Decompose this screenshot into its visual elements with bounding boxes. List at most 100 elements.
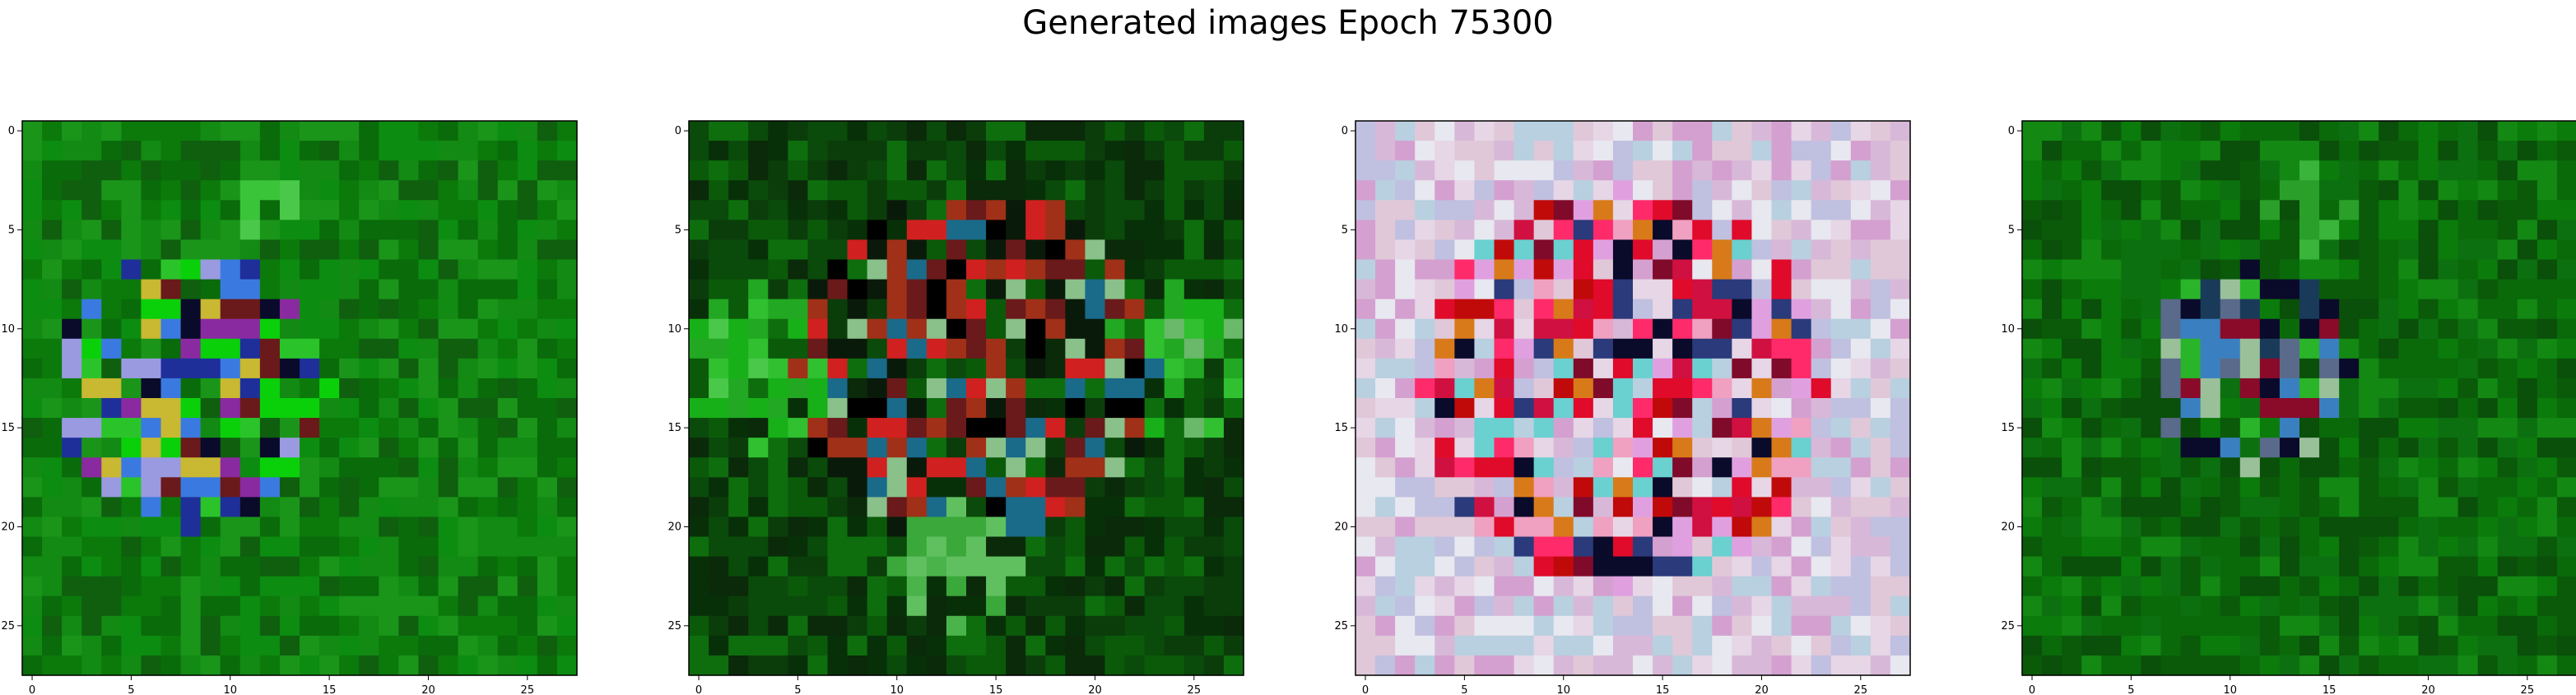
- pixel-cell: [1454, 358, 1476, 379]
- pixel-cell: [1045, 160, 1066, 181]
- pixel-cell: [121, 338, 142, 359]
- pixel-cell: [2517, 398, 2538, 419]
- pixel-cell: [42, 595, 63, 617]
- pixel-cell: [2299, 497, 2320, 518]
- pixel-cell: [1712, 595, 1732, 617]
- pixel-cell: [788, 655, 809, 676]
- pixel-cell: [160, 635, 182, 656]
- pixel-cell: [2220, 378, 2241, 399]
- pixel-cell: [2160, 438, 2182, 458]
- pixel-cell: [966, 576, 987, 597]
- pixel-cell: [2062, 477, 2082, 498]
- pixel-cell: [2022, 338, 2043, 359]
- pixel-cell: [477, 160, 499, 181]
- pixel-cell: [279, 239, 300, 261]
- pixel-cell: [1395, 318, 1416, 340]
- pixel-cell: [2279, 556, 2300, 577]
- pixel-cell: [1375, 358, 1396, 379]
- pixel-cell: [2438, 180, 2459, 201]
- pixel-cell: [689, 141, 709, 161]
- pixel-cell: [1553, 160, 1574, 181]
- pixel-cell: [1395, 556, 1416, 577]
- pixel-cell: [180, 239, 202, 261]
- pixel-cell: [986, 121, 1007, 141]
- pixel-cell: [807, 438, 829, 458]
- pixel-cell: [1751, 160, 1773, 181]
- pixel-cell: [2418, 180, 2439, 201]
- pixel-cell: [1533, 457, 1555, 478]
- pixel-cell: [1065, 655, 1086, 676]
- pixel-cell: [1712, 318, 1732, 340]
- pixel-cell: [2339, 318, 2360, 340]
- pixel-cell: [2141, 635, 2162, 656]
- pixel-cell: [418, 338, 439, 359]
- pixel-cell: [1593, 160, 1614, 181]
- y-tick-label: 5: [2008, 224, 2015, 236]
- pixel-cell: [946, 556, 967, 577]
- pixel-cell: [2101, 457, 2122, 478]
- pixel-cell: [1223, 477, 1244, 498]
- pixel-cell: [200, 200, 221, 220]
- pixel-cell: [1395, 457, 1416, 478]
- pixel-cell: [497, 259, 518, 280]
- pixel-cell: [2141, 615, 2162, 637]
- pixel-cell: [827, 477, 849, 498]
- pixel-cell: [2556, 338, 2576, 359]
- pixel-cell: [1533, 418, 1555, 438]
- pixel-cell: [867, 220, 888, 241]
- pixel-cell: [709, 121, 729, 141]
- pixel-cell: [458, 615, 479, 637]
- pixel-cell: [1612, 121, 1634, 141]
- pixel-cell: [2556, 141, 2576, 161]
- pixel-cell: [2299, 121, 2320, 141]
- pixel-cell: [1375, 477, 1396, 498]
- pixel-cell: [1791, 299, 1812, 320]
- pixel-cell: [2062, 398, 2082, 419]
- pixel-cell: [1692, 220, 1713, 241]
- pixel-cell: [768, 318, 788, 340]
- pixel-cell: [1474, 457, 1495, 478]
- pixel-cell: [398, 576, 420, 597]
- pixel-cell: [200, 338, 221, 359]
- pixel-cell: [239, 536, 261, 558]
- pixel-cell: [42, 358, 63, 379]
- pixel-cell: [2081, 536, 2102, 558]
- pixel-cell: [2279, 655, 2300, 676]
- pixel-cell: [1870, 517, 1891, 538]
- pixel-cell: [1811, 239, 1832, 261]
- pixel-cell: [2220, 180, 2241, 201]
- pixel-cell: [2398, 536, 2420, 558]
- pixel-cell: [2497, 299, 2518, 320]
- pixel-cell: [1494, 338, 1515, 359]
- pixel-cell: [477, 457, 499, 478]
- pixel-cell: [1203, 338, 1225, 359]
- pixel-cell: [1514, 615, 1535, 637]
- pixel-cell: [2042, 477, 2062, 498]
- pixel-cell: [1045, 615, 1066, 637]
- pixel-cell: [827, 180, 849, 201]
- pixel-cell: [2517, 259, 2538, 280]
- pixel-cell: [1732, 497, 1753, 518]
- pixel-cell: [1633, 398, 1653, 419]
- pixel-cell: [2477, 180, 2499, 201]
- pixel-cell: [1395, 536, 1416, 558]
- pixel-cell: [748, 200, 769, 220]
- pixel-cell: [1025, 200, 1046, 220]
- pixel-cell: [886, 259, 908, 280]
- pixel-cell: [1653, 299, 1673, 320]
- pixel-cell: [359, 318, 379, 340]
- pixel-cell: [2556, 517, 2576, 538]
- pixel-cell: [1183, 338, 1205, 359]
- pixel-cell: [1434, 497, 1455, 518]
- pixel-cell: [1164, 180, 1185, 201]
- pixel-cell: [1870, 121, 1891, 141]
- pixel-cell: [1183, 398, 1205, 419]
- pixel-cell: [2160, 259, 2182, 280]
- pixel-cell: [160, 418, 182, 438]
- pixel-cell: [101, 239, 122, 261]
- pixel-cell: [1712, 239, 1732, 261]
- pixel-cell: [22, 318, 43, 340]
- pixel-cell: [1514, 517, 1535, 538]
- y-tick-label: 10: [2001, 323, 2015, 336]
- pixel-cell: [2517, 160, 2538, 181]
